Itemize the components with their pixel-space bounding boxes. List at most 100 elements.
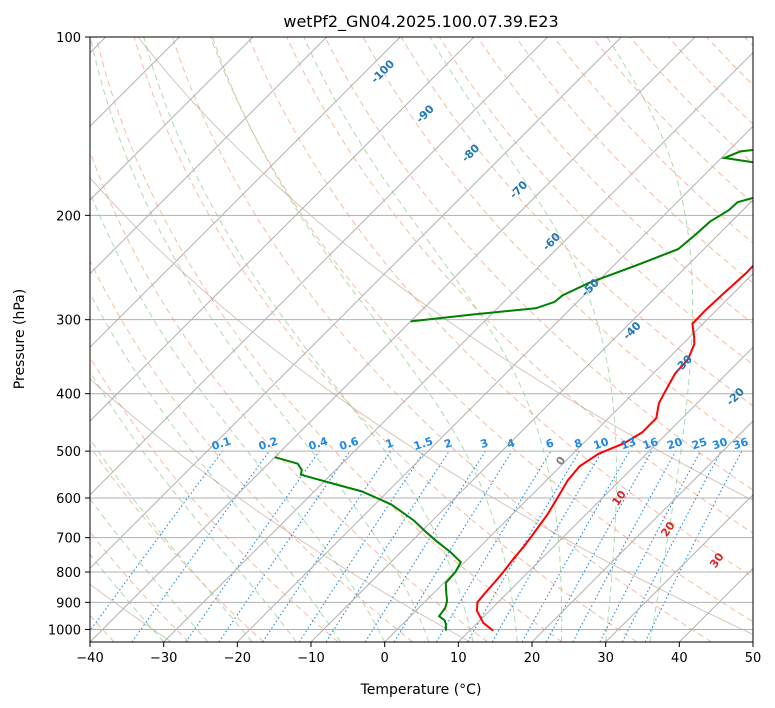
moist-adiabat-line <box>90 370 297 642</box>
dry-adiabat-label: -100 <box>368 57 397 86</box>
mixing-ratio-line <box>545 450 653 642</box>
y-tick-label: 800 <box>56 566 81 581</box>
mixing-ratio-line <box>572 450 677 642</box>
moist-adiabat-line <box>90 438 253 642</box>
mixing-ratio-label: 13 <box>619 435 638 452</box>
dry-adiabat-line <box>286 37 753 534</box>
potential-temperature-line <box>90 378 471 642</box>
moist-adiabat-label: 20 <box>658 519 678 539</box>
dry-adiabat-label: -90 <box>414 102 437 125</box>
mixing-ratio-line <box>90 450 223 632</box>
mixing-ratio-line <box>218 450 351 642</box>
isotherm-line <box>752 641 753 642</box>
isobars <box>90 37 753 630</box>
temperature-profile-line <box>475 264 753 632</box>
potential-temperature-line <box>137 37 753 501</box>
dewpoint-profile-line <box>274 456 463 631</box>
mixing-ratio-label: 25 <box>690 435 709 452</box>
y-tick-label: 600 <box>56 492 81 507</box>
mixing-ratio-label: 4 <box>505 436 517 451</box>
moist-adiabat-label: 10 <box>609 488 629 508</box>
mixing-ratio-line <box>185 450 320 642</box>
line-labels: -100-90-80-70-60-50-40-30-20-100.10.20.4… <box>210 57 775 598</box>
moist-adiabat-line <box>90 497 209 642</box>
mixing-ratio-label: 16 <box>641 435 660 452</box>
mixing-ratio-label: 30 <box>711 435 730 452</box>
isotherm-line <box>531 420 753 642</box>
mixing-ratio-label: 2 <box>443 436 454 451</box>
dry-adiabat-line <box>90 150 488 642</box>
moist-adiabat-line <box>90 37 430 642</box>
x-tick-label: 50 <box>745 651 762 666</box>
dry-adiabat-line <box>668 37 753 125</box>
y-tick-label: 1000 <box>48 623 81 638</box>
x-tick-label: 10 <box>450 651 467 666</box>
y-tick-label: 700 <box>56 532 81 547</box>
isotherm-line <box>236 125 753 642</box>
potential-temperature-curves <box>90 37 753 642</box>
dry-adiabat-label: -40 <box>620 319 643 342</box>
mixing-ratio-label: 20 <box>665 435 684 452</box>
mixing-ratio-lines <box>90 450 743 642</box>
mixing-ratio-label: 1.5 <box>412 435 435 453</box>
y-axis-label: Pressure (hPa) <box>12 289 28 389</box>
mixing-ratio-line <box>393 450 513 642</box>
dry-adiabat-line <box>591 37 753 204</box>
isotherm-line <box>90 37 622 570</box>
y-tick-label: 500 <box>56 445 81 460</box>
mixing-ratio-label: 36 <box>731 435 750 452</box>
moist-adiabat-line <box>90 292 341 642</box>
mixing-ratio-label: 0.1 <box>210 435 233 453</box>
mixing-ratio-label: 1 <box>384 436 395 451</box>
dry-adiabat-line <box>90 259 414 642</box>
dry-adiabat-line <box>744 37 753 47</box>
moist-adiabat-line <box>90 190 386 642</box>
y-tick-label: 100 <box>56 31 81 46</box>
x-tick-label: 20 <box>524 651 541 666</box>
x-axis-ticks: −40 −30 −20 −10 0 10 20 30 40 50 <box>76 642 761 666</box>
moist-adiabats <box>90 37 694 642</box>
isotherm-line <box>605 493 753 642</box>
x-tick-label: −10 <box>297 651 324 666</box>
mixing-ratio-label: 0.4 <box>307 434 330 452</box>
moist-adiabat-label: 0 <box>553 454 568 468</box>
x-tick-label: 40 <box>671 651 688 666</box>
dry-adiabat-line <box>95 37 563 642</box>
x-tick-label: 30 <box>597 651 614 666</box>
chart-title: wetPf2_GN04.2025.100.07.39.E23 <box>283 12 558 32</box>
mixing-ratio-label: 0.6 <box>338 434 361 452</box>
moist-adiabat-line <box>211 37 518 642</box>
isotherm-line <box>310 199 753 642</box>
mixing-ratio-label: 10 <box>592 435 611 452</box>
skewed-isotherms <box>90 37 753 642</box>
dry-adiabat-label: -70 <box>507 178 530 201</box>
dry-adiabat-label: -20 <box>724 385 747 408</box>
mixing-ratio-label: 0.2 <box>257 435 280 453</box>
moist-adiabat-line <box>90 553 165 642</box>
y-tick-label: 200 <box>56 209 81 224</box>
isotherm-line <box>457 346 753 642</box>
potential-temperature-line <box>90 583 172 642</box>
isotherm-line <box>90 37 254 201</box>
dewpoint-profile-line <box>410 148 753 323</box>
dry-adiabat-line <box>133 37 638 642</box>
isotherm-line <box>90 37 401 349</box>
dry-adiabat-line <box>210 37 753 623</box>
mixing-ratio-label: 3 <box>479 436 490 451</box>
y-tick-label: 900 <box>56 596 81 611</box>
moist-adiabat-label: 40 <box>756 578 775 598</box>
isotherm-line <box>90 37 696 642</box>
y-tick-label: 400 <box>56 388 81 403</box>
dry-adiabat-line <box>324 37 753 491</box>
plot-frame <box>89 36 754 643</box>
moist-adiabat-line <box>606 37 694 642</box>
y-tick-label: 300 <box>56 314 81 329</box>
mixing-ratio-line <box>325 450 450 642</box>
moist-adiabat-line <box>429 37 617 642</box>
x-tick-label: −30 <box>150 651 177 666</box>
isotherm-line <box>90 37 328 275</box>
moist-adiabat-line <box>143 37 474 642</box>
dry-adiabat-line <box>515 37 753 284</box>
mixing-ratio-label: 6 <box>544 436 556 451</box>
